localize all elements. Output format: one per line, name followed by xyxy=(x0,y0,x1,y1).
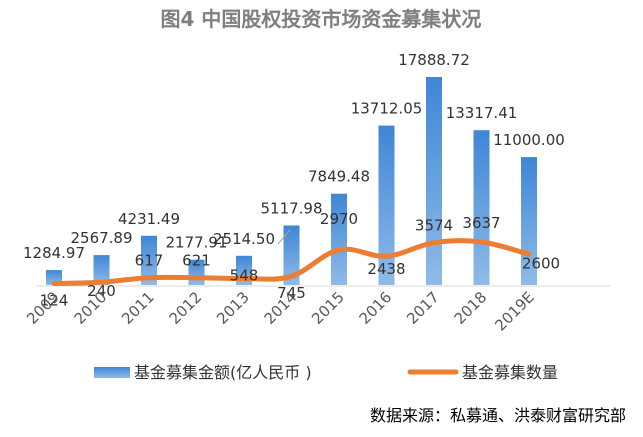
bar-2010 xyxy=(93,255,110,285)
line-path xyxy=(51,238,532,286)
line-series xyxy=(51,238,532,286)
line-label-2010: 240 xyxy=(87,282,116,300)
x-tick-2011: 2011 xyxy=(118,288,158,328)
bar-series xyxy=(46,77,537,285)
line-label-2015: 2970 xyxy=(320,210,358,228)
x-tick-2018: 2018 xyxy=(451,288,491,328)
line-label-2014: 745 xyxy=(277,284,306,302)
x-tick-2015: 2015 xyxy=(308,288,348,328)
leader-line xyxy=(277,229,291,245)
bar-2015 xyxy=(331,193,347,285)
legend-bar-label: 基金募集金额(亿人民币 ) xyxy=(134,363,312,382)
x-tick-2013: 2013 xyxy=(213,288,253,328)
line-label-2018: 3637 xyxy=(462,214,500,232)
line-label-2012: 621 xyxy=(182,252,211,270)
line-label-2009: 124 xyxy=(40,292,69,310)
line-label-2019E: 2600 xyxy=(522,254,560,272)
x-axis-tick-labels: 2009 2010 2011 2012 2013 2014 2015 2016 2017 2018… xyxy=(23,288,538,334)
x-tick-2016: 2016 xyxy=(356,288,396,328)
legend-line-label: 基金募集数量 xyxy=(462,363,558,382)
bar-label-2013: 2514.50 xyxy=(213,230,275,248)
x-tick-2019E: 2019E xyxy=(491,288,537,334)
bar-label-2017: 17888.72 xyxy=(398,51,470,69)
bar-2017 xyxy=(426,77,442,285)
bar-label-2018: 13317.41 xyxy=(446,104,518,122)
source-note: 数据来源：私募通、洪泰财富研究部 xyxy=(370,406,626,425)
bar-label-2019E: 11000.00 xyxy=(493,131,565,149)
line-label-2017: 3574 xyxy=(415,217,453,235)
line-value-labels: 124 240 617 621 548 745 2970 2438 3574 3637 2600 xyxy=(40,210,560,310)
bar-2016 xyxy=(378,125,395,285)
bar-label-2014: 5117.98 xyxy=(260,200,322,218)
bar-label-2010: 2567.89 xyxy=(70,229,132,247)
x-tick-2012: 2012 xyxy=(166,288,206,328)
bar-2011 xyxy=(141,235,157,285)
line-label-2016: 2438 xyxy=(367,260,405,278)
legend: 基金募集金额(亿人民币 ) 基金募集数量 xyxy=(94,363,558,382)
bar-2014 xyxy=(283,225,300,285)
bar-label-2009: 1284.97 xyxy=(23,244,85,262)
bar-2018 xyxy=(473,130,490,285)
bar-label-2011: 4231.49 xyxy=(118,210,180,228)
bar-label-2015: 7849.48 xyxy=(308,168,370,186)
legend-bar-swatch xyxy=(94,367,130,378)
line-label-2013: 548 xyxy=(230,267,259,285)
bar-label-2012: 2177.91 xyxy=(165,234,227,252)
x-tick-2017: 2017 xyxy=(403,288,443,328)
chart-title: 图4 中国股权投资市场资金募集状况 xyxy=(161,7,482,31)
bar-label-2016: 13712.05 xyxy=(351,100,423,118)
line-label-2011: 617 xyxy=(135,252,164,270)
